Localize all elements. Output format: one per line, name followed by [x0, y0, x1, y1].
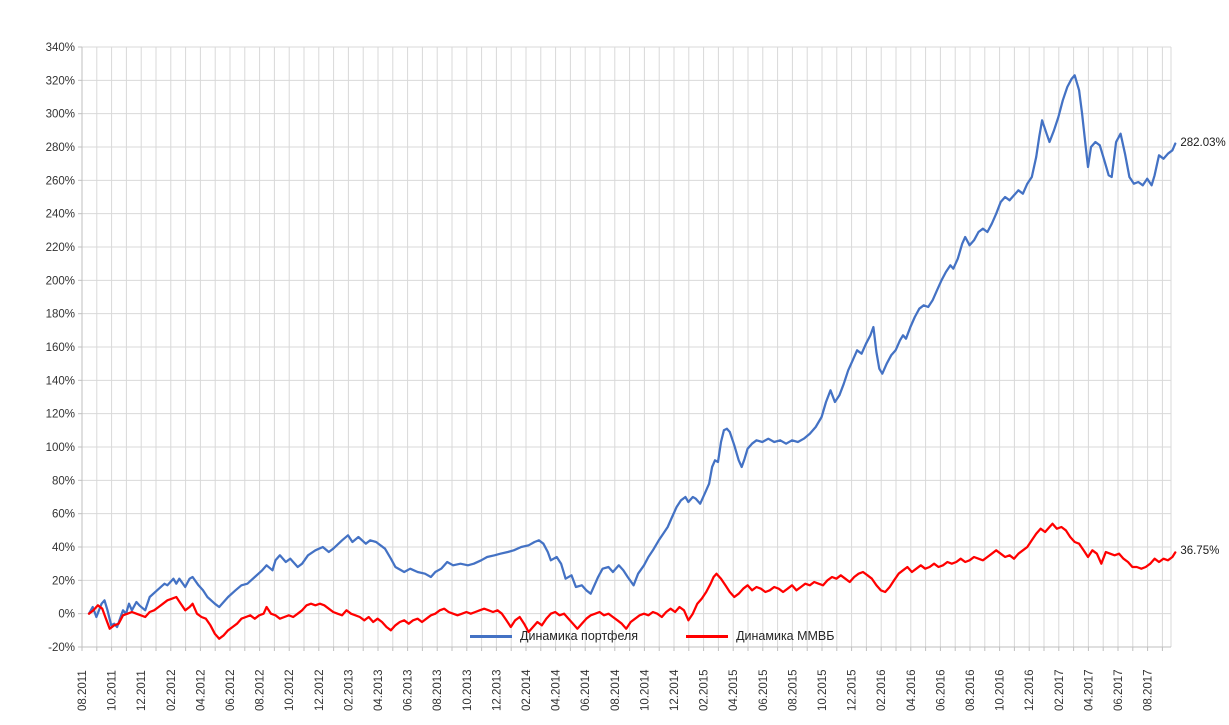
legend-label-micex: Динамика ММВБ	[736, 629, 835, 643]
y-axis-tick-label: 180%	[46, 309, 75, 321]
x-axis-tick-label: 06.2012	[225, 669, 237, 711]
y-axis-tick-label: 240%	[46, 209, 75, 221]
x-axis-tick-label: 06.2016	[935, 669, 947, 711]
y-axis-tick-label: 260%	[46, 175, 75, 187]
x-axis-tick-label: 04.2013	[373, 669, 385, 711]
legend-item-micex: Динамика ММВБ	[686, 629, 834, 643]
grid-lines	[81, 46, 1172, 648]
x-axis-tick-label: 04.2014	[551, 669, 563, 711]
chart-legend: Динамика портфеля Динамика ММВБ	[470, 629, 834, 643]
y-axis-tick-label: 60%	[52, 509, 75, 521]
y-axis-tick-label: 120%	[46, 409, 75, 421]
x-axis-tick-label: 12.2016	[1024, 669, 1036, 711]
y-axis-tick-label: 300%	[46, 109, 75, 121]
y-axis-tick-label: 20%	[52, 575, 75, 587]
y-axis-tick-labels: 340% 320% 300% 280% 260% 240% 220% 200% 180% 160%…	[46, 42, 75, 654]
x-axis-tick-label: 02.2013	[343, 669, 355, 711]
x-axis-tick-label: 02.2012	[166, 669, 178, 711]
y-axis-tick-label: 140%	[46, 375, 75, 387]
x-axis-tick-label: 08.2017	[1143, 669, 1155, 711]
y-axis-tick-label: 320%	[46, 75, 75, 87]
x-axis-tick-label: 12.2014	[669, 669, 681, 711]
x-axis-tick-label: 08.2013	[432, 669, 444, 711]
x-axis-tick-label: 04.2016	[906, 669, 918, 711]
y-axis-tick-label: 160%	[46, 342, 75, 354]
x-axis-tick-label: 08.2011	[77, 670, 89, 711]
y-axis-tick-label: 0%	[58, 609, 75, 621]
y-axis-tick-label: 40%	[52, 542, 75, 554]
y-axis-tick-label: 220%	[46, 242, 75, 254]
y-axis-tick-label: -20%	[48, 642, 75, 654]
x-axis-tick-label: 02.2014	[521, 669, 533, 711]
y-axis-tick-label: 100%	[46, 442, 75, 454]
axes	[78, 46, 1171, 651]
portfolio-end-value-label: 282.03%	[1180, 136, 1226, 149]
legend-item-portfolio: Динамика портфеля	[470, 629, 638, 643]
x-axis-tick-label: 06.2015	[758, 669, 770, 711]
x-axis-tick-label: 06.2017	[1113, 669, 1125, 711]
micex-end-value-label: 36.75%	[1180, 545, 1220, 558]
x-axis-tick-labels: 08.2011 10.2011 12.2011 02.2012 04.2012 06.20…	[77, 669, 1155, 711]
portfolio-series-line	[87, 74, 1177, 629]
x-axis-tick-label: 02.2017	[1054, 669, 1066, 711]
x-axis-tick-label: 12.2011	[136, 670, 148, 711]
portfolio-line-swatch	[470, 634, 512, 638]
x-axis-tick-label: 12.2012	[314, 669, 326, 711]
x-axis-tick-label: 12.2013	[491, 669, 503, 711]
x-axis-tick-label: 08.2012	[255, 669, 267, 711]
x-axis-tick-label: 02.2016	[876, 669, 888, 711]
x-axis-tick-label: 08.2015	[787, 669, 799, 711]
x-axis-tick-label: 10.2014	[639, 669, 651, 711]
x-axis-tick-label: 04.2017	[1083, 669, 1095, 711]
micex-series-line	[87, 522, 1177, 640]
x-axis-tick-label: 10.2013	[462, 669, 474, 711]
x-axis-tick-label: 04.2015	[728, 669, 740, 711]
y-axis-tick-label: 200%	[46, 275, 75, 287]
y-axis-tick-label: 280%	[46, 142, 75, 154]
x-axis-tick-label: 02.2015	[699, 669, 711, 711]
x-axis-tick-label: 06.2014	[580, 669, 592, 711]
x-axis-tick-label: 10.2011	[107, 670, 119, 711]
x-axis-tick-label: 08.2016	[965, 669, 977, 711]
x-axis-tick-label: 04.2012	[195, 669, 207, 711]
legend-label-portfolio: Динамика портфеля	[520, 629, 639, 643]
x-axis-tick-label: 08.2014	[610, 669, 622, 711]
y-axis-tick-label: 80%	[52, 475, 75, 487]
micex-line-swatch	[686, 634, 729, 638]
y-axis-tick-label: 340%	[46, 42, 75, 54]
x-axis-tick-label: 10.2012	[284, 669, 296, 711]
x-axis-tick-label: 10.2016	[995, 669, 1007, 711]
x-axis-tick-label: 10.2015	[817, 669, 829, 711]
x-axis-tick-label: 12.2015	[847, 669, 859, 711]
x-axis-tick-label: 06.2013	[403, 669, 415, 711]
